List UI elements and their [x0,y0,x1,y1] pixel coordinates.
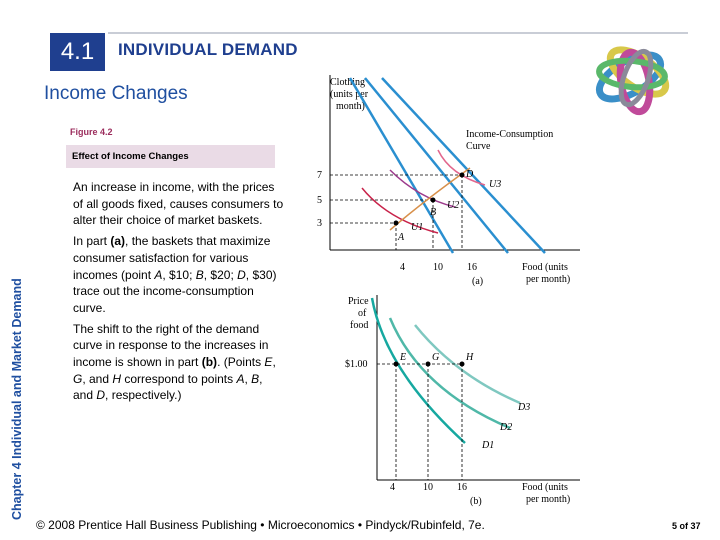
curve-label-2: Curve [466,141,491,152]
text-run: In part [73,234,111,249]
d1-label: D1 [481,440,494,451]
x-tick-10: 10 [433,262,443,273]
chart-a-ylabel-2: (units per [330,89,369,100]
figure-caption: Effect of Income Changes [72,151,189,162]
point-ref: D [96,388,106,403]
budget-line-1 [348,77,455,254]
point-a-label: A [397,232,405,243]
x-tick-4: 4 [400,262,405,273]
paragraph-3: The shift to the right of the demand cur… [73,321,285,405]
u1-label: U1 [411,222,423,233]
text-run: , and [82,371,113,386]
text-run: , $20; [203,267,238,282]
interlocked-rings-icon [595,46,670,116]
point-b-label: B [430,207,436,218]
chart-a-ylabel-1: Clothing [330,77,365,88]
text-run: . (Points [217,355,265,370]
point-b [430,197,436,203]
text-run: , [244,371,252,386]
x-tick-4-b: 4 [390,482,395,493]
indifference-curve-u3 [437,149,486,186]
text-run: , the baskets that maximize consumer sat… [73,234,271,282]
text-run: , [272,355,276,370]
point-e-label: E [399,352,406,363]
part-a-ref: (a) [110,234,126,249]
chart-a: Clothing (units per month) Income-Consum… [317,75,580,287]
text-run: correspond to points [121,371,237,386]
demand-curve-d2 [388,317,511,430]
d2-label: D2 [499,422,512,433]
point-d-label: D [465,169,474,180]
point-ref: E [264,355,273,370]
paragraph-1: An increase in income, with the prices o… [73,180,284,228]
chart-a-ylabel-3: month) [336,101,365,112]
chart-b-xlabel-1: Food (units [522,482,568,493]
page-number: 5 of 37 [672,521,701,531]
point-e [393,361,399,367]
chapter-label: Chapter 4 Individual and Market Demand [10,278,24,520]
y-tick-5: 5 [317,195,322,206]
chart-a-xlabel-2: per month) [526,274,570,285]
curve-label-1: Income-Consumption [466,129,553,140]
slide-title: INDIVIDUAL DEMAND [118,40,298,59]
chart-a-part: (a) [472,276,483,287]
figure-label: Figure 4.2 [70,127,113,137]
point-ref: D [237,267,246,282]
point-h-label: H [465,352,474,363]
point-a [393,220,399,226]
d3-label: D3 [517,402,530,413]
budget-line-2 [364,77,509,254]
title-rule [108,32,688,34]
indifference-curve-u2 [389,169,456,208]
demand-curve-d1 [370,297,466,444]
y-tick-7: 7 [317,170,322,181]
text-run: , $30) trace out the income-consumption … [73,267,277,315]
point-g-label: G [432,352,439,363]
footer-text: © 2008 Prentice Hall Business Publishing… [36,518,485,532]
figure-charts: Clothing (units per month) Income-Consum… [317,75,580,507]
figure-caption-box [66,145,275,168]
chart-b-ylabel-3: food [350,320,368,331]
chart-b-ylabel-2: of [358,308,367,319]
section-number-badge: 4.1 [50,33,105,71]
point-ref: A [236,371,245,386]
text-run: , $10; [162,267,196,282]
point-ref: B [251,371,260,386]
x-tick-16: 16 [467,262,477,273]
u2-label: U2 [447,200,459,211]
point-ref: G [73,371,83,386]
demand-curve-d3 [414,324,521,405]
point-d [459,172,465,178]
y-tick-3: 3 [317,218,322,229]
body-text: An increase in income, with the prices o… [73,179,285,408]
u3-label: U3 [489,179,501,190]
part-b-ref: (b) [201,355,218,370]
text-run: , respectively.) [105,388,182,403]
point-g [425,361,431,367]
indifference-curve-u1 [361,187,439,234]
paragraph-2: In part (a), the baskets that maximize c… [73,233,285,317]
x-tick-16-b: 16 [457,482,467,493]
budget-line-3 [381,77,546,254]
text-run: , and [73,371,263,403]
x-tick-10-b: 10 [423,482,433,493]
point-ref: A [154,267,163,282]
point-ref: H [112,371,122,386]
text-run: The shift to the right of the demand cur… [73,321,269,370]
point-ref: B [195,267,204,282]
chart-b: Price of food $1.00 E G H D1 D2 D3 4 10 … [345,295,580,507]
price-tick: $1.00 [345,359,368,370]
chart-b-ylabel-1: Price [348,296,369,307]
slide-subtitle: Income Changes [44,83,188,104]
chart-b-xlabel-2: per month) [526,494,570,505]
chart-b-part: (b) [470,496,482,507]
point-h [459,361,465,367]
chart-a-xlabel-1: Food (units [522,262,568,273]
